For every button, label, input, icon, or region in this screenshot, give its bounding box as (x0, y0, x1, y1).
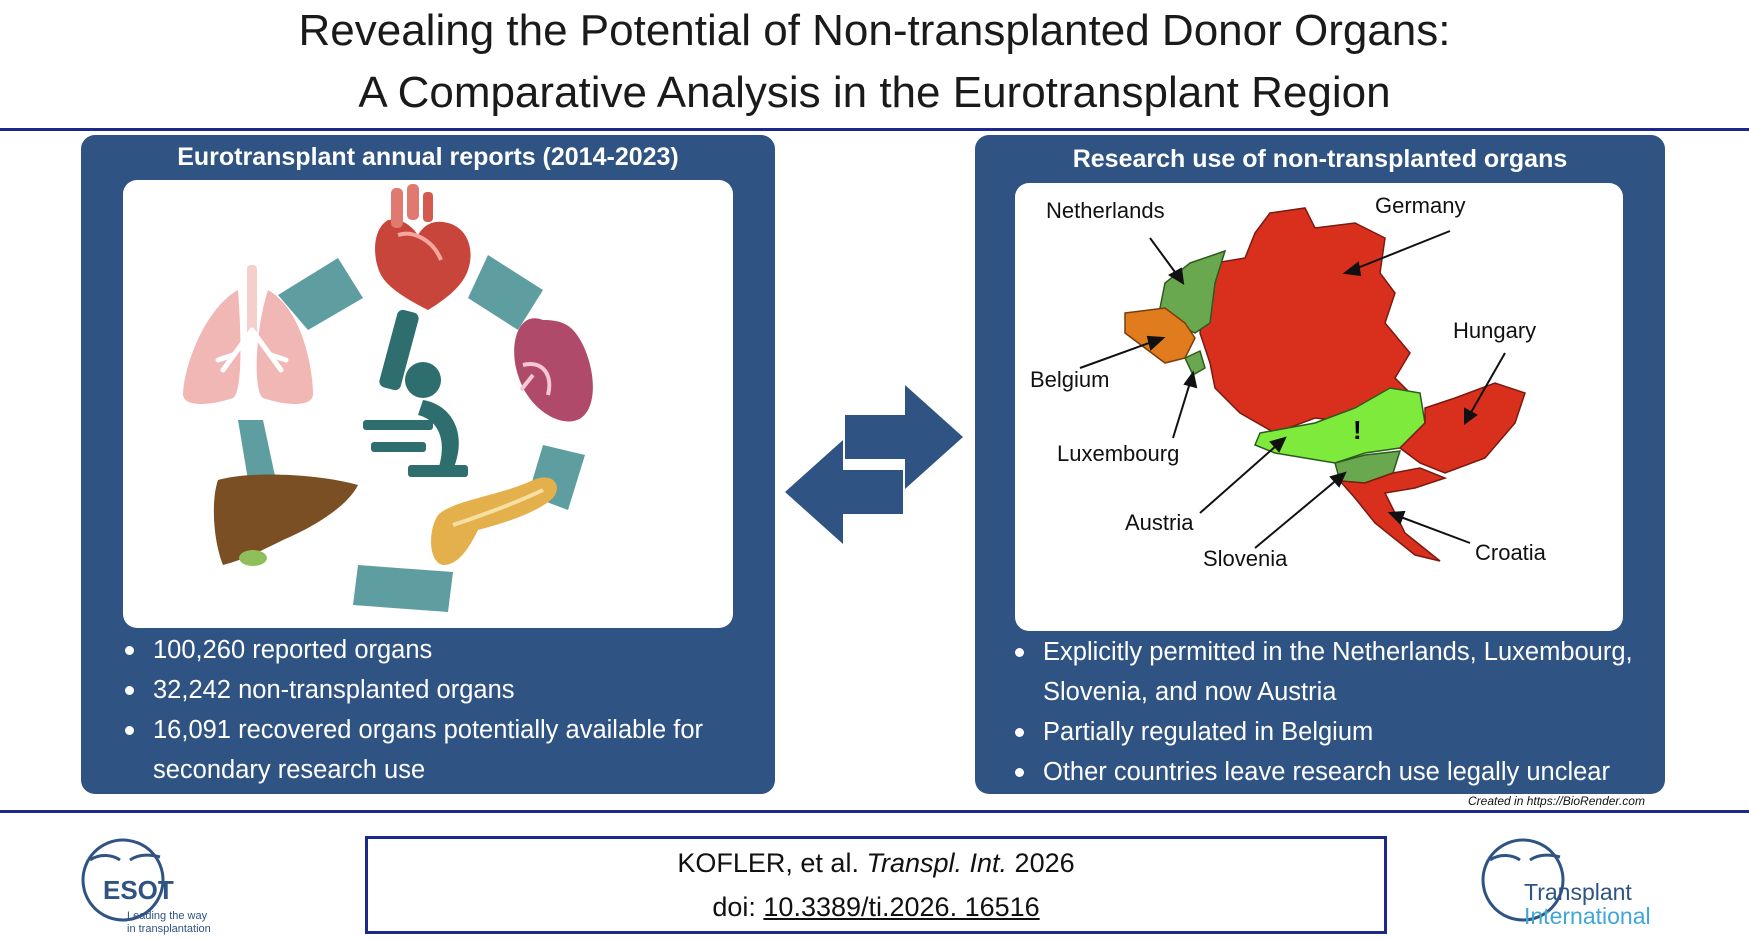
austria-mark: ! (1353, 415, 1362, 445)
citation-journal: Transpl. Int. (866, 848, 1008, 878)
bullet-legally-unclear: Other countries leave research use legal… (991, 752, 1661, 792)
esot-logo-mark (81, 838, 165, 922)
esot-tagline: Leading the way in transplantation (127, 910, 211, 936)
bullet-recovered-organs-cont: secondary research use (153, 756, 426, 784)
ring-segments (238, 255, 585, 612)
citation-line-2: doi: 10.3389/ti.2026. 16516 (368, 885, 1384, 929)
eurotransplant-map: ! (1079, 207, 1526, 562)
left-panel-heading: Eurotransplant annual reports (2014-2023… (177, 143, 679, 171)
title-line-2: A Comparative Analysis in the Eurotransp… (358, 68, 1391, 117)
lungs-icon (183, 265, 313, 404)
top-divider (0, 128, 1749, 131)
map-illustration: ! Netherlands Germany Belgium Hungary Lu… (1015, 183, 1623, 631)
esot-tagline-line-2: in transplantation (127, 923, 211, 935)
exchange-arrows-icon (785, 385, 963, 544)
right-bullets: Explicitly permitted in the Netherlands,… (991, 632, 1661, 792)
luxembourg-region (1184, 349, 1206, 377)
label-netherlands: Netherlands (1046, 198, 1165, 223)
ti-logo-mark (1481, 838, 1565, 922)
bullet-recovered-organs: 16,091 recovered organs potentially avai… (101, 710, 761, 750)
hungary-region (1398, 382, 1526, 474)
bullet-partially-regulated: Partially regulated in Belgium (991, 712, 1661, 752)
left-panel: Eurotransplant annual reports (2014-2023… (81, 135, 775, 794)
right-panel: Research use of non-transplanted organs … (975, 135, 1665, 794)
netherlands-region (1159, 249, 1227, 334)
esot-name: ESOT (103, 875, 174, 905)
liver-icon (213, 474, 358, 566)
label-germany: Germany (1375, 193, 1466, 218)
organs-svg (183, 184, 593, 612)
right-panel-heading: Research use of non-transplanted organs (1072, 145, 1568, 173)
label-slovenia: Slovenia (1203, 546, 1288, 571)
citation-year: 2026 (1014, 848, 1075, 878)
esot-tagline-line-1: Leading the way (127, 910, 208, 922)
page-title: Revealing the Potential of Non-transplan… (0, 0, 1749, 124)
left-bullets: 100,260 reported organs 32,242 non-trans… (101, 630, 761, 790)
label-croatia: Croatia (1475, 540, 1546, 565)
ti-line-2: International (1524, 903, 1651, 929)
bullet-explicitly-permitted: Explicitly permitted in the Netherlands,… (991, 632, 1661, 672)
ti-line-1: Transplant (1524, 879, 1632, 905)
label-belgium: Belgium (1030, 367, 1110, 392)
transplant-international-logo: Transplant International (1478, 835, 1688, 935)
doi-link[interactable]: 10.3389/ti.2026. 16516 (763, 892, 1040, 922)
biorender-credit: Created in https://BioRender.com (1468, 794, 1645, 808)
country-pointers (1079, 230, 1506, 549)
ti-name: Transplant International (1524, 880, 1651, 928)
bullet-non-transplanted-organs: 32,242 non-transplanted organs (101, 670, 761, 710)
bullet-explicitly-permitted-cont: Slovenia, and now Austria (1043, 678, 1337, 706)
heart-icon (375, 184, 471, 310)
kidney-icon (514, 318, 593, 422)
bottom-divider (0, 810, 1749, 813)
title-line-1: Revealing the Potential of Non-transplan… (298, 6, 1451, 55)
citation-box: KOFLER, et al. Transpl. Int. 2026 doi: 1… (365, 836, 1387, 934)
organs-illustration (123, 180, 733, 628)
label-luxembourg: Luxembourg (1057, 441, 1180, 466)
doi-label: doi: (712, 892, 756, 922)
citation-line-1: KOFLER, et al. Transpl. Int. 2026 (368, 841, 1384, 885)
esot-logo: ESOT Leading the way in transplantation (75, 835, 235, 935)
label-hungary: Hungary (1453, 318, 1537, 343)
microscope-icon (363, 309, 468, 477)
citation-authors: KOFLER, et al. (677, 848, 859, 878)
bullet-reported-organs: 100,260 reported organs (101, 630, 761, 670)
label-austria: Austria (1125, 510, 1194, 535)
pancreas-icon (431, 477, 557, 565)
